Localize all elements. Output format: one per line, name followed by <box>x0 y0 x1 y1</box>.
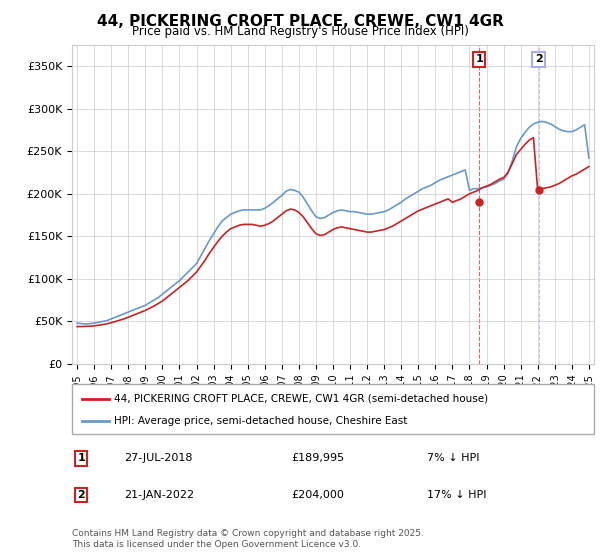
Text: Contains HM Land Registry data © Crown copyright and database right 2025.
This d: Contains HM Land Registry data © Crown c… <box>72 529 424 549</box>
Text: £189,995: £189,995 <box>291 454 344 464</box>
Text: 17% ↓ HPI: 17% ↓ HPI <box>427 490 487 500</box>
Text: 7% ↓ HPI: 7% ↓ HPI <box>427 454 479 464</box>
Text: 21-JAN-2022: 21-JAN-2022 <box>124 490 194 500</box>
Text: HPI: Average price, semi-detached house, Cheshire East: HPI: Average price, semi-detached house,… <box>114 417 407 426</box>
FancyBboxPatch shape <box>72 384 594 434</box>
Text: 27-JUL-2018: 27-JUL-2018 <box>124 454 193 464</box>
Text: 2: 2 <box>535 54 542 64</box>
Text: 44, PICKERING CROFT PLACE, CREWE, CW1 4GR: 44, PICKERING CROFT PLACE, CREWE, CW1 4G… <box>97 14 503 29</box>
Text: Price paid vs. HM Land Registry's House Price Index (HPI): Price paid vs. HM Land Registry's House … <box>131 25 469 38</box>
Text: 1: 1 <box>475 54 483 64</box>
Text: 1: 1 <box>77 454 85 464</box>
Text: 44, PICKERING CROFT PLACE, CREWE, CW1 4GR (semi-detached house): 44, PICKERING CROFT PLACE, CREWE, CW1 4G… <box>114 394 488 404</box>
Text: £204,000: £204,000 <box>291 490 344 500</box>
Text: 2: 2 <box>77 490 85 500</box>
